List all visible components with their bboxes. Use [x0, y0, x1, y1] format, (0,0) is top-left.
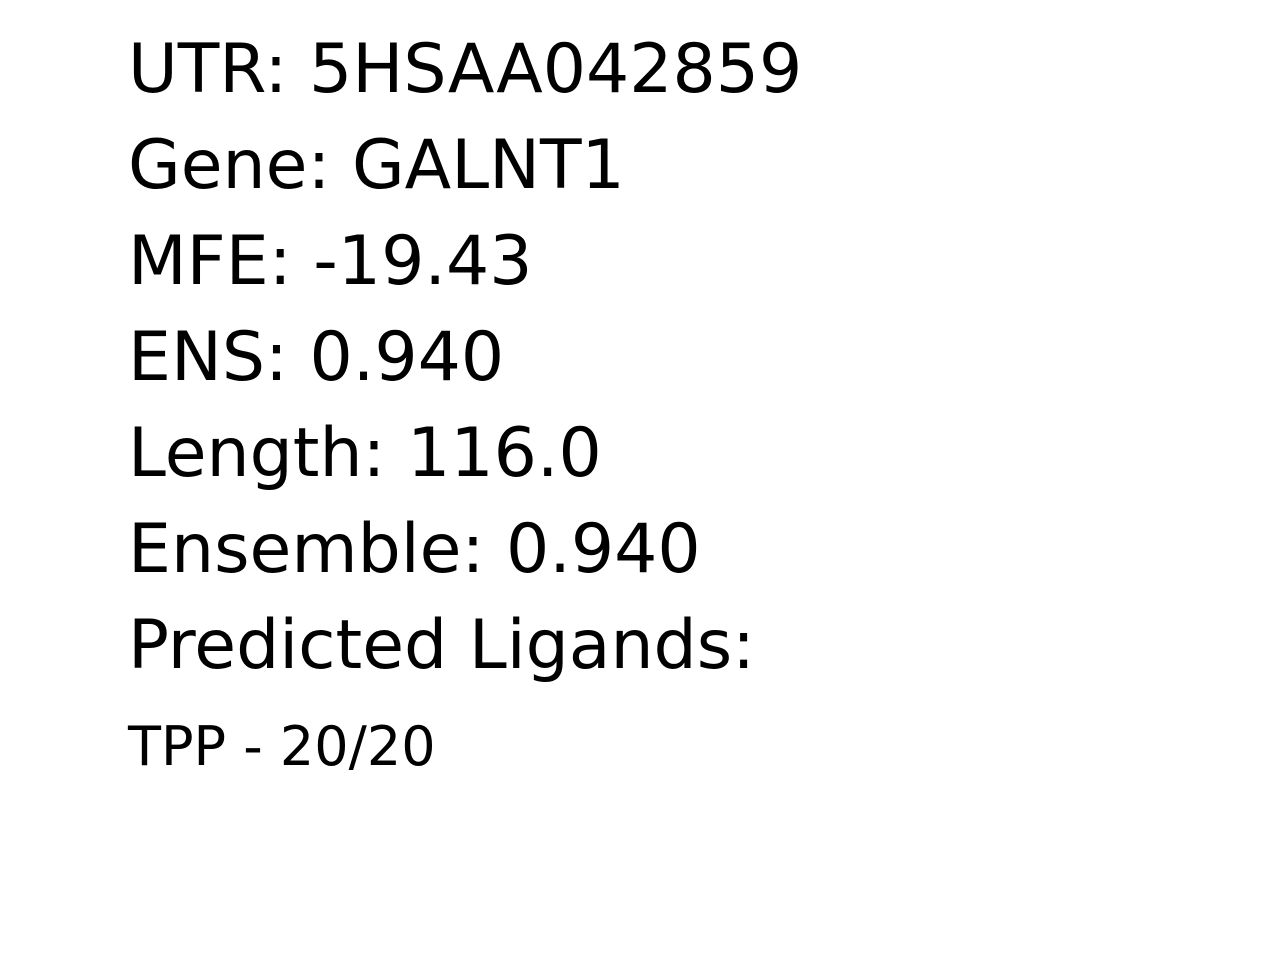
- ligand-item: TPP - 20/20: [128, 715, 436, 778]
- mfe-label: MFE: -19.43: [128, 222, 533, 301]
- length-label: Length: 116.0: [128, 414, 602, 493]
- ens-label: ENS: 0.940: [128, 318, 505, 397]
- gene-label: Gene: GALNT1: [128, 126, 625, 205]
- predicted-ligands-heading: Predicted Ligands:: [128, 606, 756, 685]
- utr-id-label: UTR: 5HSAA042859: [128, 30, 803, 109]
- ensemble-label: Ensemble: 0.940: [128, 510, 701, 589]
